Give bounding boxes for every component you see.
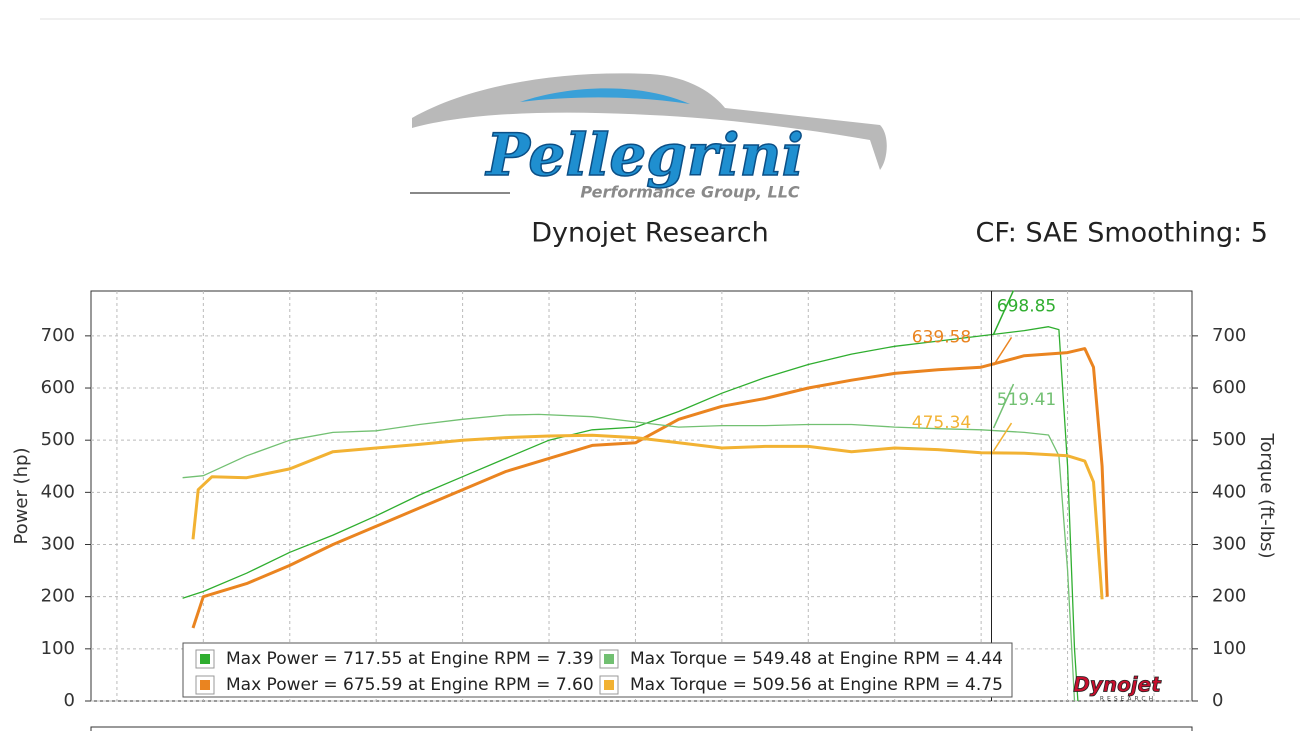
y2-tick-label: 200: [1212, 586, 1246, 607]
legend-swatch-fill: [200, 680, 210, 690]
legend-swatch-fill: [604, 680, 614, 690]
series-line: [191, 433, 1104, 600]
y2-tick-label: 700: [1212, 325, 1246, 346]
y-tick-label: 200: [41, 586, 75, 607]
y2-axis-label: Torque (ft-lbs): [1256, 432, 1277, 558]
series-line: [182, 326, 1079, 702]
legend: Max Power = 717.55 at Engine RPM = 7.39 M…: [182, 642, 1013, 698]
lower-panel: [90, 726, 1193, 735]
y-axis-label: Power (hp): [11, 447, 32, 544]
y-tick-label: 400: [41, 481, 75, 502]
logo-title: Pellegrini: [484, 121, 803, 189]
logo-subtitle: Performance Group, LLC: [580, 183, 800, 202]
logo: Pellegrini Performance Group, LLC: [410, 73, 887, 202]
y-tick-label: 700: [41, 325, 75, 346]
watermark-tagline: RESEARCH: [1100, 696, 1156, 703]
cursor-arrow: [992, 336, 1013, 366]
logo-car: [412, 73, 887, 170]
watermark-name: Dynojet: [1073, 673, 1162, 697]
legend-label: Max Torque = 549.48 at Engine RPM = 4.44: [630, 649, 1003, 669]
cursor-arrow: [992, 422, 1013, 452]
grid: [91, 291, 1192, 702]
cursor-value: 639.58: [912, 327, 971, 347]
y2-tick-label: 400: [1212, 481, 1246, 502]
settings-text: CF: SAE Smoothing: 5: [975, 218, 1268, 249]
plot-area: [90, 290, 1193, 702]
legend-label: Max Torque = 509.56 at Engine RPM = 4.75: [630, 675, 1003, 695]
y-tick-label: 0: [64, 690, 75, 711]
legend-swatch-fill: [604, 654, 614, 664]
logo-swoosh: [520, 88, 690, 104]
cursor-value: 475.34: [912, 413, 971, 433]
chart-title: Dynojet Research: [531, 218, 769, 249]
y2-tick-label: 500: [1212, 429, 1246, 450]
series-line: [182, 413, 1076, 702]
cursor-arrow: [992, 383, 1015, 429]
y-tick-label: 300: [41, 534, 75, 555]
y-tick-label: 600: [41, 377, 75, 398]
legend-swatch-fill: [200, 654, 210, 664]
series-group: 698.85 639.58 519.41 475.34: [182, 290, 1109, 702]
legend-box: [182, 642, 1013, 698]
y2-tick-label: 0: [1212, 690, 1223, 711]
y2-tick-label: 600: [1212, 377, 1246, 398]
y2-tick-label: 300: [1212, 534, 1246, 555]
cursor-value: 698.85: [997, 296, 1056, 316]
legend-label: Max Power = 717.55 at Engine RPM = 7.39: [226, 649, 594, 669]
cursor-arrow: [992, 290, 1015, 335]
legend-label: Max Power = 675.59 at Engine RPM = 7.60: [226, 675, 594, 695]
cursor-value: 519.41: [997, 390, 1056, 410]
y2-tick-label: 100: [1212, 638, 1246, 659]
y-tick-label: 500: [41, 429, 75, 450]
series-line: [191, 347, 1109, 629]
y-tick-label: 100: [41, 638, 75, 659]
